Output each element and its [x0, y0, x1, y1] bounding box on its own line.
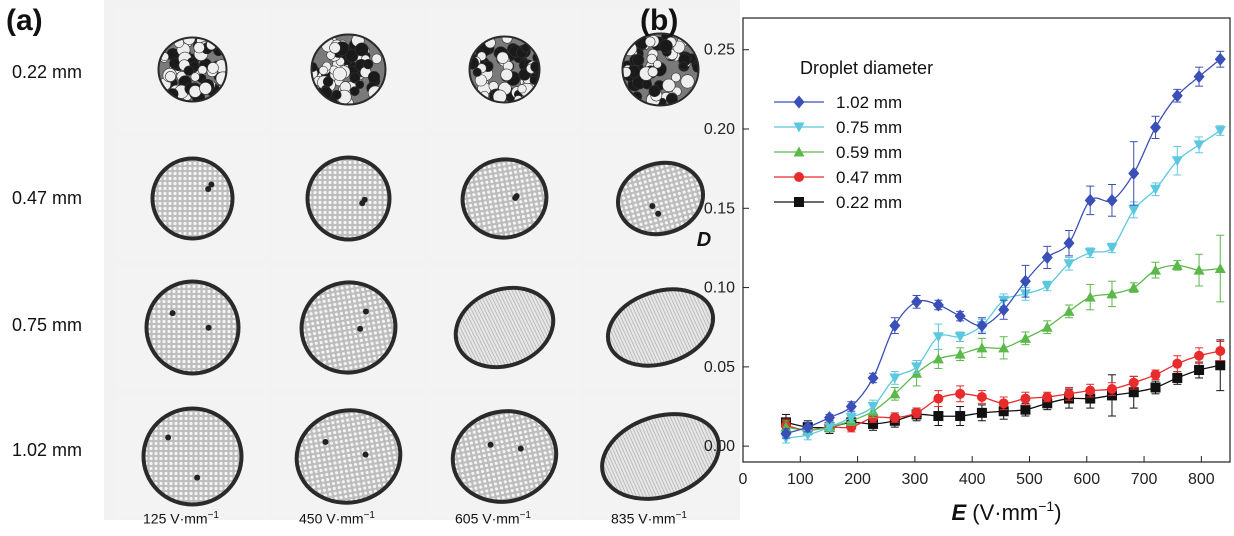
data-point: [1106, 243, 1117, 253]
row-label: 0.75 mm: [12, 315, 82, 336]
data-point: [1042, 322, 1053, 332]
legend-title: Droplet diameter: [800, 58, 933, 78]
data-point: [1194, 351, 1204, 361]
x-tick-label: 600: [1073, 471, 1100, 488]
legend-label: 0.47 mm: [836, 168, 902, 187]
data-point: [1107, 384, 1117, 394]
legend-label: 0.75 mm: [836, 118, 902, 137]
data-point: [1085, 248, 1096, 258]
x-tick-label: 400: [959, 471, 986, 488]
column-label: 125 V·mm−1: [106, 510, 256, 527]
droplet-image: [428, 395, 581, 518]
y-tick-label: 0.00: [704, 438, 735, 455]
data-point: [1215, 346, 1225, 356]
data-point: [1020, 405, 1030, 415]
data-point: [1172, 359, 1182, 369]
droplet-image: [428, 8, 581, 131]
droplet-image: [428, 137, 581, 260]
legend-label: 0.22 mm: [836, 193, 902, 212]
data-point: [1194, 70, 1205, 83]
y-tick-label: 0.25: [704, 42, 735, 59]
data-point: [1020, 394, 1030, 404]
data-point: [889, 319, 900, 332]
droplet-image: [428, 266, 581, 389]
data-point: [977, 408, 987, 418]
data-point: [1194, 365, 1204, 375]
data-point: [1129, 378, 1139, 388]
data-point: [1194, 140, 1205, 150]
data-point: [1042, 392, 1052, 402]
x-tick-label: 200: [844, 471, 871, 488]
x-tick-label: 500: [1016, 471, 1043, 488]
data-point: [1106, 194, 1117, 207]
y-tick-label: 0.05: [704, 359, 735, 376]
legend-marker: [794, 172, 804, 182]
data-point: [1128, 282, 1139, 292]
column-label: 605 V·mm−1: [418, 510, 568, 527]
data-point: [912, 408, 922, 418]
data-point: [933, 411, 943, 421]
data-point: [955, 411, 965, 421]
data-point: [1215, 53, 1226, 66]
data-point: [1064, 306, 1075, 316]
y-axis-label: D: [697, 229, 711, 251]
data-point: [977, 392, 987, 402]
data-point: [868, 402, 879, 412]
data-point: [1064, 389, 1074, 399]
line-chart: 0 100 200 300 400 500 600 700 800 0.00 0.05 0.10 0.1…: [690, 0, 1234, 536]
droplet-image: [116, 266, 269, 389]
droplet-image: [272, 395, 425, 518]
column-label: 450 V·mm−1: [262, 510, 412, 527]
droplet-image: [272, 266, 425, 389]
data-point: [1172, 373, 1182, 383]
data-point: [911, 295, 922, 308]
data-point: [1150, 265, 1161, 275]
data-point: [1020, 333, 1031, 343]
data-point: [1151, 382, 1161, 392]
legend-marker: [794, 197, 804, 207]
panel-b-label: (b): [640, 4, 678, 38]
row-label: 0.47 mm: [12, 188, 82, 209]
droplet-image-grid: [104, 0, 740, 520]
data-point: [1215, 360, 1225, 370]
data-point: [1128, 167, 1139, 180]
droplet-image: [272, 137, 425, 260]
legend-marker: [794, 96, 805, 109]
x-tick-label: 300: [902, 471, 929, 488]
data-point: [999, 398, 1009, 408]
data-point: [933, 394, 943, 404]
droplet-image: [272, 8, 425, 131]
data-point: [1128, 205, 1139, 215]
droplet-image: [116, 395, 269, 518]
droplet-image: [116, 137, 269, 260]
row-label: 0.22 mm: [12, 62, 82, 83]
x-tick-label: 100: [787, 471, 814, 488]
data-point: [1215, 263, 1226, 273]
data-point: [955, 389, 965, 399]
data-point: [1150, 121, 1161, 134]
x-axis-label: E (V·mm−1): [951, 498, 1061, 525]
droplet-image: [116, 8, 269, 131]
x-tick-label: 700: [1131, 471, 1158, 488]
y-tick-label: 0.15: [704, 200, 735, 217]
data-point: [1085, 386, 1095, 396]
y-tick-label: 0.10: [704, 280, 735, 297]
data-point: [933, 353, 944, 363]
data-point: [1042, 281, 1053, 291]
legend-label: 0.59 mm: [836, 143, 902, 162]
y-tick-label: 0.20: [704, 121, 735, 138]
data-point: [1215, 126, 1226, 136]
panel-a-label: (a): [6, 4, 43, 38]
legend-label: 1.02 mm: [836, 93, 902, 112]
x-tick-label: 800: [1188, 471, 1215, 488]
row-label: 1.02 mm: [12, 440, 82, 461]
x-tick-label: 0: [739, 471, 748, 488]
data-point: [890, 413, 900, 423]
data-point: [1151, 370, 1161, 380]
